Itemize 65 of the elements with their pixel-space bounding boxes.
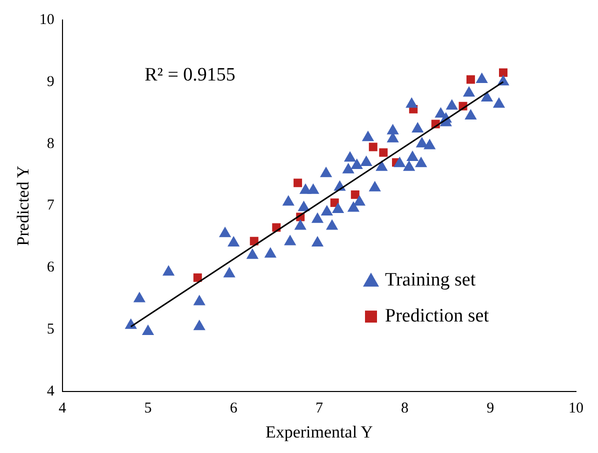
- point: [416, 136, 428, 148]
- point: [394, 156, 406, 168]
- point: [294, 219, 306, 230]
- y-tick-label: 7: [46, 198, 55, 214]
- point: [193, 294, 206, 306]
- point: [223, 266, 236, 278]
- y-tick-label: 10: [39, 12, 54, 28]
- point: [284, 234, 296, 246]
- point: [193, 320, 206, 330]
- legend-label: Training set: [385, 270, 476, 291]
- x-axis-title: Experimental Y: [265, 422, 373, 442]
- point: [311, 212, 324, 223]
- point: [368, 180, 381, 192]
- point: [298, 200, 310, 212]
- point: [228, 236, 240, 246]
- point: [307, 183, 320, 194]
- point: [360, 155, 372, 166]
- point: [462, 86, 476, 97]
- point: [162, 265, 175, 276]
- point: [347, 201, 360, 212]
- point: [311, 236, 324, 246]
- point: [415, 156, 428, 168]
- point: [424, 138, 436, 150]
- x-tick-label: 6: [230, 400, 238, 417]
- point: [142, 324, 154, 336]
- point: [320, 166, 332, 178]
- y-tick-label: 6: [46, 260, 55, 276]
- point: [406, 150, 419, 161]
- point: [480, 91, 494, 102]
- x-tick-label: 10: [568, 400, 584, 417]
- x-tick-label: 8: [401, 400, 409, 417]
- point: [403, 160, 416, 171]
- point: [246, 248, 258, 259]
- point: [133, 292, 146, 302]
- point: [342, 162, 354, 174]
- point: [492, 97, 506, 108]
- point: [326, 219, 338, 230]
- x-tick-label: 5: [144, 400, 152, 417]
- point: [362, 130, 374, 142]
- point: [320, 204, 333, 216]
- y-tick-label: 9: [46, 74, 54, 90]
- x-tick-label: 9: [486, 400, 494, 417]
- point: [282, 195, 294, 206]
- annotation: R² = 0.9155: [144, 64, 236, 86]
- y-tick-label: 4: [46, 384, 55, 400]
- point: [124, 318, 137, 329]
- point: [376, 160, 388, 171]
- point: [464, 108, 477, 120]
- point: [218, 226, 232, 238]
- point: [332, 202, 344, 214]
- point: [264, 247, 276, 258]
- point: [476, 72, 488, 83]
- legend-label: Prediction set: [385, 306, 490, 327]
- point: [446, 99, 458, 110]
- y-tick-label: 5: [46, 322, 54, 338]
- y-tick-label: 8: [46, 136, 54, 152]
- point: [344, 151, 356, 162]
- x-tick-label: 4: [58, 400, 67, 417]
- point: [412, 122, 424, 133]
- point: [353, 195, 366, 206]
- point: [406, 97, 418, 108]
- y-axis-title: Predicted Y: [14, 166, 33, 246]
- x-tick-label: 7: [315, 400, 324, 417]
- point: [350, 158, 363, 170]
- point: [386, 124, 399, 134]
